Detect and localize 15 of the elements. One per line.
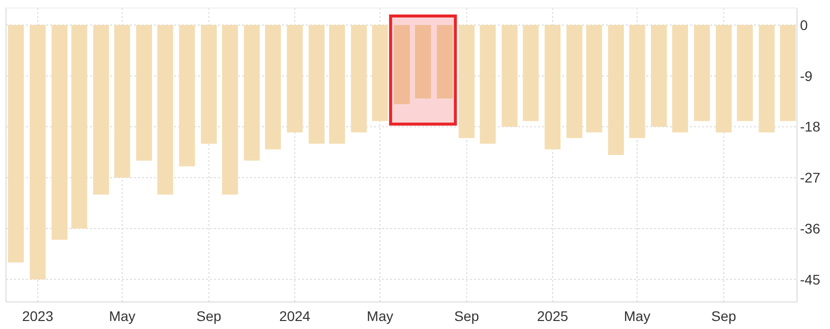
y-tick-label: -9 xyxy=(800,68,813,84)
x-tick-label: 2024 xyxy=(279,308,311,324)
y-tick-label: -36 xyxy=(800,220,820,236)
x-tick-label: 2023 xyxy=(22,308,54,324)
y-tick-label: 0 xyxy=(800,16,808,33)
x-tick-label: Sep xyxy=(454,308,480,324)
x-tick-label: 2025 xyxy=(537,308,568,324)
x-tick-label: Sep xyxy=(196,308,222,324)
y-tick-label: -27 xyxy=(800,170,820,186)
y-tick-label: -45 xyxy=(800,271,820,288)
y-tick-label: -18 xyxy=(800,118,820,135)
x-tick-label: Sep xyxy=(711,308,736,324)
x-tick-label: May xyxy=(624,308,650,324)
x-tick-label: May xyxy=(366,308,394,324)
x-tick-label: May xyxy=(108,308,136,324)
